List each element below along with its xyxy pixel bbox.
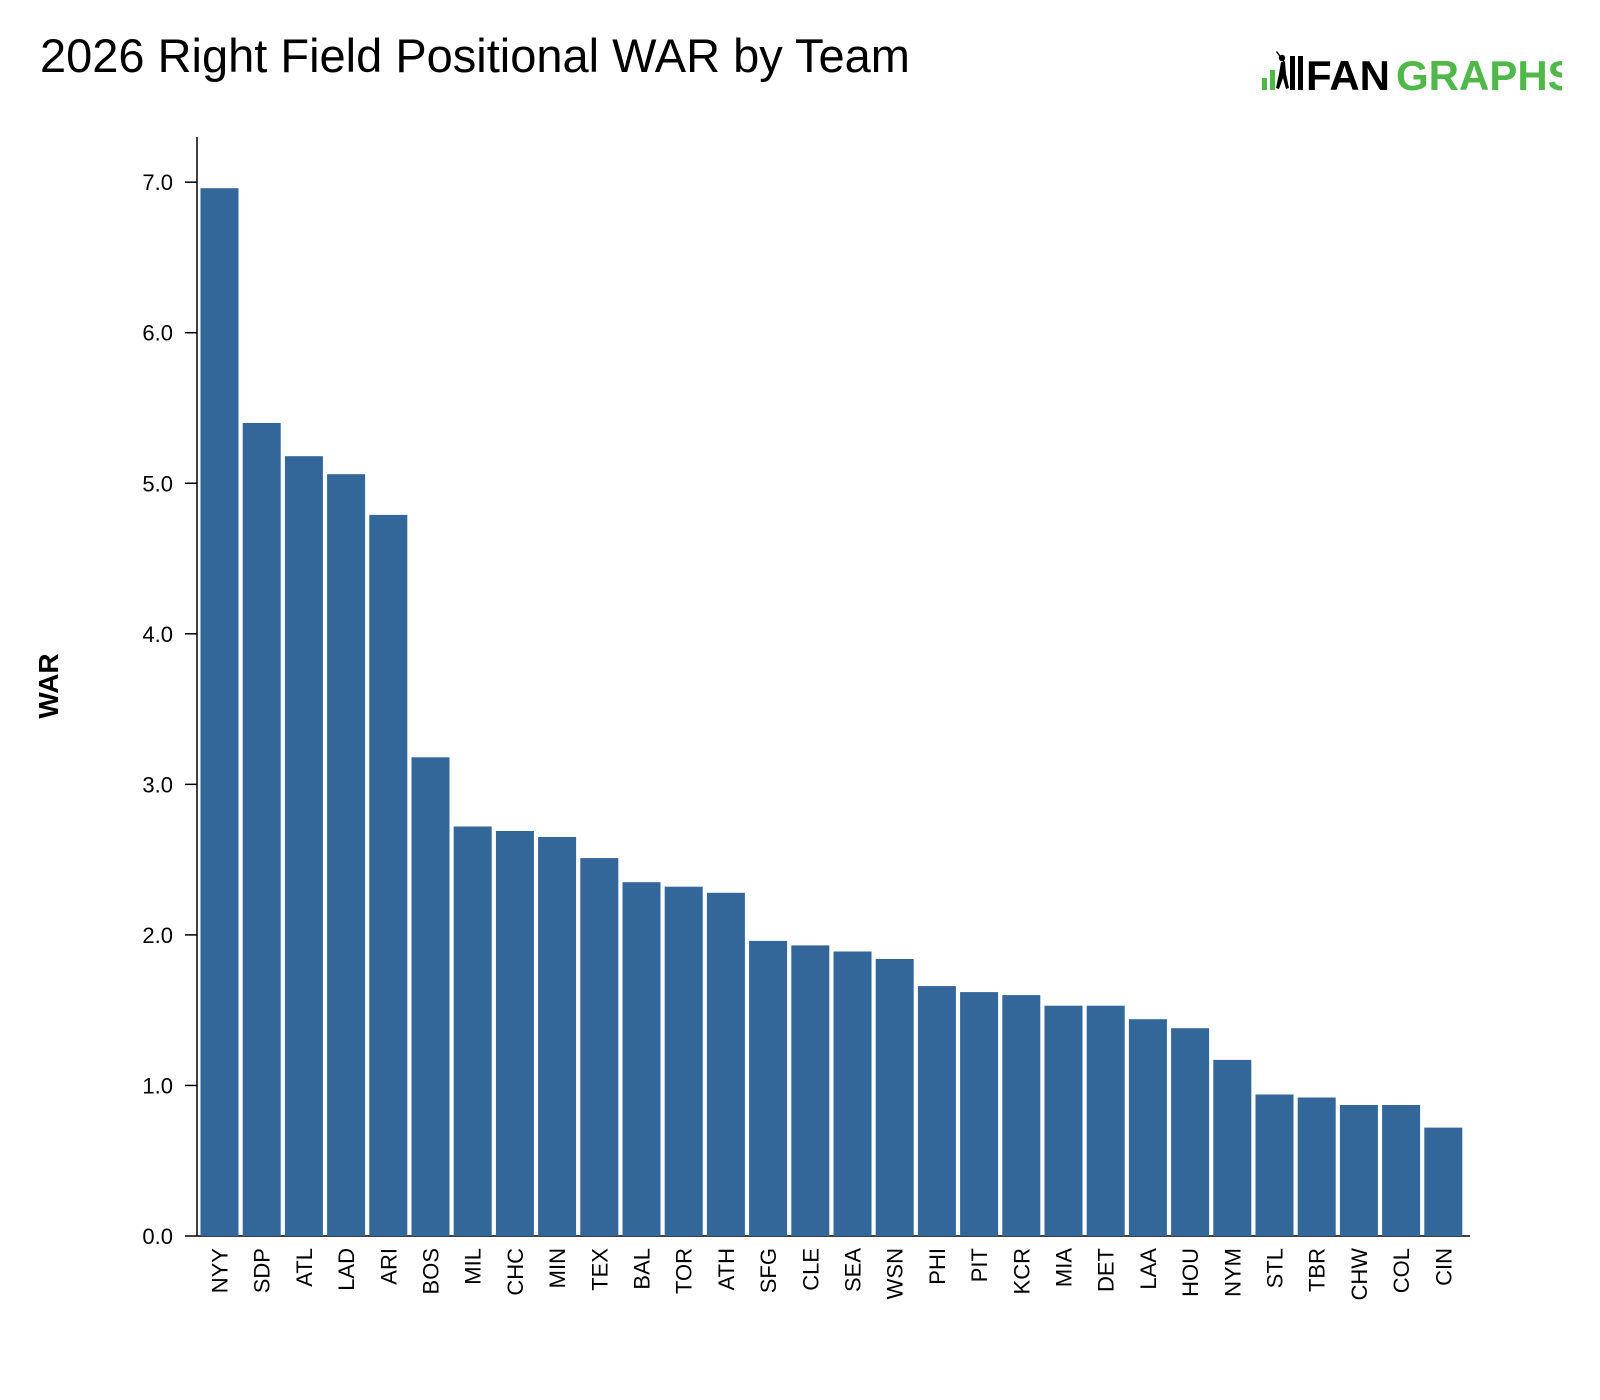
- bar-hou[interactable]: [1171, 1028, 1210, 1236]
- x-tick-label: WSN: [883, 1248, 908, 1299]
- bar-nyy[interactable]: [200, 188, 239, 1237]
- x-tick-label: CIN: [1431, 1248, 1456, 1286]
- x-tick-label: ATL: [292, 1248, 317, 1287]
- bar-sea[interactable]: [833, 951, 872, 1237]
- x-tick-label: SDP: [250, 1248, 275, 1293]
- bar-tbr[interactable]: [1297, 1097, 1336, 1237]
- y-tick-label: 3.0: [142, 772, 173, 797]
- x-tick-label: TEX: [587, 1248, 612, 1291]
- bar-chw[interactable]: [1339, 1105, 1378, 1236]
- bar-tor[interactable]: [664, 886, 703, 1236]
- x-tick-label: TOR: [672, 1248, 697, 1294]
- bar-chc[interactable]: [495, 831, 534, 1236]
- x-tick-labels: NYY SDP ATL LAD ARI BOS MIL CHC MIN TEX BAL TOR ATH S…: [208, 1248, 1457, 1301]
- y-tick-label: 2.0: [142, 923, 173, 948]
- x-tick-label: NYM: [1220, 1248, 1245, 1297]
- x-tick-label: MIL: [461, 1248, 486, 1285]
- x-tick-label: PHI: [925, 1248, 950, 1285]
- bar-bal[interactable]: [622, 882, 661, 1236]
- x-tick-label: BOS: [419, 1248, 444, 1294]
- bar-det[interactable]: [1086, 1005, 1125, 1236]
- x-tick-label: LAA: [1136, 1248, 1161, 1290]
- x-tick-label: STL: [1263, 1248, 1288, 1288]
- bar-sdp[interactable]: [242, 423, 281, 1236]
- x-tick-label: HOU: [1178, 1248, 1203, 1297]
- y-tick-label: 5.0: [142, 471, 173, 496]
- x-tick-label: CHW: [1347, 1248, 1372, 1301]
- x-tick-label: MIA: [1052, 1248, 1077, 1287]
- bar-kcr[interactable]: [1002, 995, 1041, 1236]
- bar-phi[interactable]: [917, 986, 956, 1236]
- bar-nym[interactable]: [1213, 1059, 1252, 1236]
- y-tick-label: 7.0: [142, 170, 173, 195]
- bars: [200, 188, 1463, 1237]
- x-tick-label: ARI: [376, 1248, 401, 1285]
- bar-mil[interactable]: [453, 826, 492, 1237]
- bar-tex[interactable]: [580, 858, 619, 1236]
- bar-ari[interactable]: [369, 514, 408, 1236]
- bar-col[interactable]: [1382, 1105, 1421, 1236]
- bar-mia[interactable]: [1044, 1005, 1083, 1236]
- bar-sfg[interactable]: [749, 940, 788, 1236]
- x-tick-label: DET: [1094, 1248, 1119, 1292]
- y-tick-label: 1.0: [142, 1073, 173, 1098]
- x-tick-label: COL: [1389, 1248, 1414, 1293]
- x-tick-label: SEA: [841, 1248, 866, 1292]
- logo-text-graphs: GRAPHS: [1396, 52, 1562, 99]
- x-tick-label: CHC: [503, 1248, 528, 1296]
- bar-stl[interactable]: [1255, 1094, 1294, 1237]
- bar-cin[interactable]: [1424, 1127, 1463, 1236]
- bar-min[interactable]: [538, 837, 577, 1236]
- x-tick-label: KCR: [1009, 1248, 1034, 1294]
- bar-atl[interactable]: [284, 456, 323, 1236]
- bar-wsn[interactable]: [875, 959, 914, 1236]
- x-tick-label: TBR: [1305, 1248, 1330, 1292]
- bar-lad[interactable]: [327, 474, 366, 1236]
- y-tick-label: 0.0: [142, 1224, 173, 1249]
- x-tick-label: NYY: [208, 1248, 233, 1294]
- x-tick-label: SFG: [756, 1248, 781, 1293]
- y-tick-label: 6.0: [142, 321, 173, 346]
- bar-ath[interactable]: [706, 892, 745, 1236]
- bar-pit[interactable]: [960, 992, 999, 1236]
- logo-text-fan: FAN: [1306, 52, 1390, 99]
- x-tick-label: LAD: [334, 1248, 359, 1291]
- fangraphs-logo[interactable]: FAN GRAPHS: [1262, 48, 1562, 104]
- x-tick-label: BAL: [630, 1248, 655, 1290]
- y-tick-label: 4.0: [142, 622, 173, 647]
- x-tick-label: ATH: [714, 1248, 739, 1290]
- x-tick-label: PIT: [967, 1248, 992, 1282]
- bar-bos[interactable]: [411, 757, 450, 1236]
- x-tick-label: MIN: [545, 1248, 570, 1288]
- x-tick-label: CLE: [798, 1248, 823, 1291]
- bar-cle[interactable]: [791, 945, 830, 1236]
- y-tick-labels: 0.0 1.0 2.0 3.0 4.0 5.0 6.0 7.0: [142, 170, 173, 1249]
- batter-bars-icon: FAN GRAPHS: [1262, 51, 1562, 99]
- bar-laa[interactable]: [1128, 1019, 1167, 1236]
- chart-title: 2026 Right Field Positional WAR by Team: [40, 29, 910, 82]
- y-axis-label: WAR: [33, 653, 64, 718]
